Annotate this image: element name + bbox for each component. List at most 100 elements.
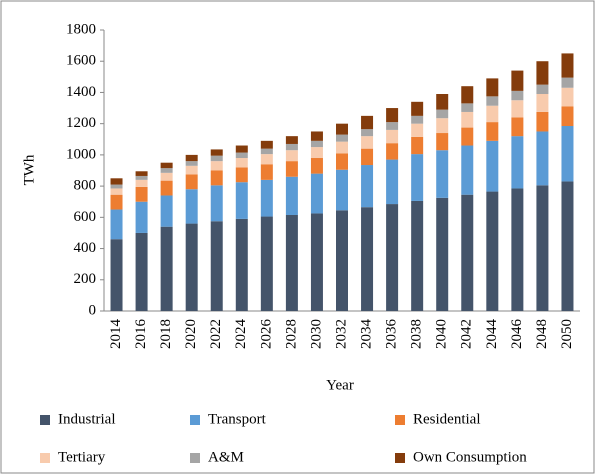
bar-segment — [486, 105, 499, 123]
bar-segment — [361, 115, 374, 130]
bar-segment — [260, 154, 273, 165]
x-tick-label: 2026 — [258, 319, 274, 350]
bar-segment — [436, 109, 449, 119]
bar-segment — [110, 209, 123, 240]
bar-segment — [536, 185, 549, 311]
bar-segment — [235, 182, 248, 219]
bar-segment — [411, 200, 424, 311]
bar-segment — [361, 207, 374, 311]
y-axis-title: TWh — [21, 154, 37, 185]
y-tick-label: 600 — [74, 209, 97, 225]
bar-segment — [411, 154, 424, 201]
bar-segment — [210, 161, 223, 171]
bar-segment — [135, 232, 148, 311]
bar-segment — [461, 127, 474, 146]
y-tick-label: 1000 — [66, 146, 96, 162]
x-axis-title: Year — [326, 377, 354, 393]
bar-segment — [185, 154, 198, 162]
bar-segment — [436, 118, 449, 134]
bar-segment — [235, 158, 248, 168]
bar-segment — [210, 221, 223, 311]
bar-segment — [210, 170, 223, 186]
bar-segment — [536, 61, 549, 85]
bar-segment — [285, 150, 298, 162]
legend-label: Transport — [208, 411, 267, 427]
bar-segment — [135, 179, 148, 187]
bar-segment — [110, 188, 123, 195]
bar-segment — [486, 122, 499, 141]
y-tick-label: 200 — [74, 271, 97, 287]
bar-segment — [411, 136, 424, 155]
x-tick-label: 2022 — [208, 319, 224, 349]
bar-segment — [110, 239, 123, 311]
bar-segment — [235, 218, 248, 311]
bar-segment — [361, 148, 374, 166]
bar-segment — [361, 136, 374, 149]
x-tick-label: 2018 — [158, 319, 174, 349]
bar-segment — [260, 140, 273, 149]
bar-segment — [436, 150, 449, 198]
bar-segment — [210, 149, 223, 156]
bar-segment — [285, 161, 298, 177]
x-tick-label: 2034 — [358, 319, 374, 350]
bar-segment — [436, 94, 449, 110]
legend-swatch — [190, 453, 200, 463]
bar-segment — [285, 136, 298, 144]
bar-segment — [411, 101, 424, 116]
bar-segment — [336, 169, 348, 211]
bar-segment — [561, 87, 574, 107]
bar-segment — [235, 167, 248, 183]
bar-segment — [210, 185, 223, 222]
bar-segment — [210, 155, 223, 162]
x-tick-label: 2050 — [559, 319, 575, 349]
bar-segment — [536, 84, 549, 95]
bar-segment — [185, 189, 198, 224]
bar-segment — [135, 171, 148, 176]
bar-segment — [185, 223, 198, 311]
bar-segment — [561, 106, 574, 127]
bar-segment — [561, 181, 574, 311]
bar-segment — [260, 179, 273, 217]
bar-segment — [486, 78, 499, 97]
bar-segment — [536, 131, 549, 186]
bar-segment — [160, 162, 173, 169]
bar-segment — [361, 165, 374, 208]
x-tick-label: 2024 — [233, 319, 249, 350]
bar-segment — [235, 152, 248, 159]
bar-segment — [386, 108, 399, 123]
bar-segment — [486, 140, 499, 192]
bar-segment — [411, 123, 424, 137]
bar-segment — [436, 197, 449, 311]
bar-segment — [285, 143, 298, 151]
y-tick-label: 1600 — [66, 53, 96, 69]
bar-segment — [310, 213, 323, 311]
bar-segment — [461, 194, 474, 311]
bar-segment — [386, 159, 399, 205]
bar-segment — [561, 53, 574, 78]
x-tick-label: 2028 — [283, 319, 299, 349]
x-tick-label: 2014 — [108, 319, 124, 350]
bar-segment — [336, 123, 348, 135]
x-tick-label: 2020 — [183, 319, 199, 349]
bar-segment — [310, 131, 323, 141]
x-tick-label: 2032 — [333, 319, 349, 349]
legend-swatch — [40, 415, 50, 425]
bar-segment — [461, 103, 474, 112]
bar-segment — [135, 186, 148, 202]
bar-segment — [110, 194, 123, 210]
bar-segment — [260, 164, 273, 180]
x-tick-label: 2048 — [534, 319, 550, 349]
bar-segment — [235, 145, 248, 153]
bar-segment — [511, 100, 524, 118]
legend-label: Tertiary — [58, 449, 106, 465]
legend-label: Industrial — [58, 411, 116, 427]
y-tick-label: 1800 — [66, 21, 96, 37]
bar-segment — [336, 153, 348, 170]
legend-swatch — [190, 415, 200, 425]
legend-swatch — [40, 453, 50, 463]
bar-segment — [561, 126, 574, 182]
x-tick-label: 2046 — [509, 319, 525, 350]
bar-segment — [310, 140, 323, 148]
bar-segment — [411, 115, 424, 124]
